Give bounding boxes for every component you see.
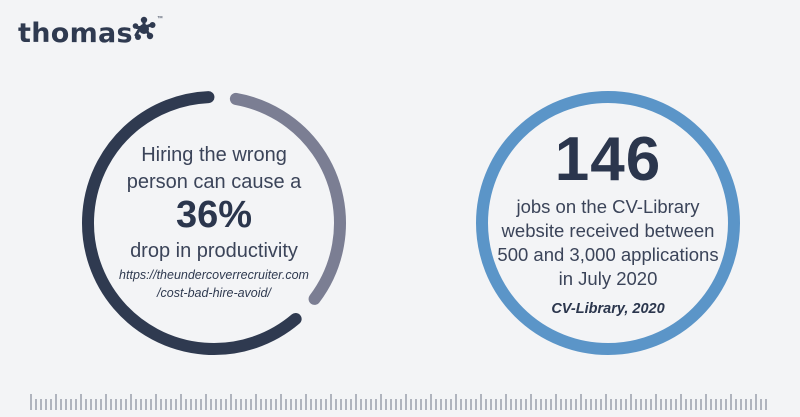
left-stat-card: Hiring the wrong person can cause a 36% …	[77, 86, 351, 360]
right-stat-ring	[476, 91, 740, 355]
left-stat-ring	[82, 91, 346, 355]
left-text-line2: person can cause a	[126, 171, 302, 193]
left-text-line3: drop in productivity	[130, 240, 298, 262]
right-stat-value: 146	[554, 125, 662, 194]
right-text-line3: 500 and 3,000 applications	[497, 244, 719, 265]
right-source: CV-Library, 2020	[551, 301, 665, 317]
left-ring-accent	[82, 91, 346, 355]
right-text-line4: in July 2020	[558, 268, 658, 289]
right-ring	[476, 91, 740, 355]
ruler-decoration	[30, 394, 767, 410]
thomas-logo[interactable]: thomas ™	[18, 14, 163, 54]
left-source-url-line2[interactable]: /cost-bad-hire-avoid/	[157, 286, 271, 300]
right-text-line1: jobs on the CV-Library	[516, 196, 700, 217]
trademark-symbol: ™	[156, 16, 163, 22]
left-text-line1: Hiring the wrong	[141, 144, 287, 166]
right-text-line2: website received between	[501, 220, 715, 241]
left-ring-main	[82, 91, 346, 355]
puzzle-icon	[132, 16, 156, 40]
right-stat-card: 146 jobs on the CV-Library website recei…	[471, 86, 745, 360]
logo-wordmark: thomas	[18, 18, 133, 49]
left-stat-value: 36%	[175, 194, 253, 236]
left-source-url-line1[interactable]: https://theundercoverrecruiter.com	[119, 268, 309, 282]
